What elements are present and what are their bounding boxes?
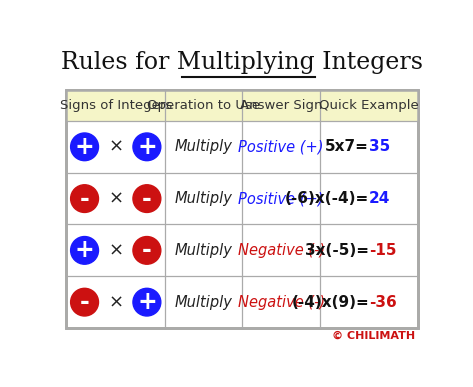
Text: Multiply: Multiply [175,243,233,258]
Text: -: - [142,238,152,262]
Text: 5x7=: 5x7= [325,139,369,154]
Text: Positive (+): Positive (+) [238,191,324,206]
Text: Negative (-): Negative (-) [237,295,324,310]
Text: +: + [75,238,95,262]
Text: (-4)x(9)=: (-4)x(9)= [291,295,369,310]
Ellipse shape [70,236,98,264]
Text: (-6)x(-4)=: (-6)x(-4)= [285,191,369,206]
Text: Quick Example: Quick Example [319,99,419,112]
Text: Negative (-): Negative (-) [237,243,324,258]
Text: 35: 35 [369,139,390,154]
Text: 24: 24 [369,191,391,206]
Text: +: + [75,135,95,159]
Text: ×: × [108,241,123,259]
Text: ×: × [108,293,123,311]
Text: Multiply: Multiply [175,191,233,206]
Text: © CHILIMATH: © CHILIMATH [332,331,415,341]
Text: 3x(-5)=: 3x(-5)= [305,243,369,258]
Text: Operation to Use: Operation to Use [147,99,260,112]
Ellipse shape [70,185,98,212]
Bar [66,90,418,121]
Text: Signs of Integers: Signs of Integers [60,99,172,112]
Text: +: + [137,135,157,159]
Text: Rules for Multiplying Integers: Rules for Multiplying Integers [61,51,423,74]
Bar [66,90,418,328]
Text: Multiply: Multiply [175,295,233,310]
Text: -: - [79,187,89,211]
Ellipse shape [133,133,161,161]
Text: -: - [142,187,152,211]
Text: Multiply: Multiply [175,139,233,154]
Text: Positive (+): Positive (+) [238,139,324,154]
Ellipse shape [133,236,161,264]
Ellipse shape [133,288,161,316]
Ellipse shape [70,288,98,316]
Text: ×: × [108,138,123,156]
Text: +: + [137,290,157,314]
Ellipse shape [133,185,161,212]
Ellipse shape [70,133,98,161]
Text: -: - [79,290,89,314]
Text: Rules for: Rules for [184,51,300,74]
Text: ×: × [108,190,123,207]
Text: -15: -15 [369,243,396,258]
Text: -36: -36 [369,295,397,310]
Text: Answer Sign: Answer Sign [240,99,323,112]
